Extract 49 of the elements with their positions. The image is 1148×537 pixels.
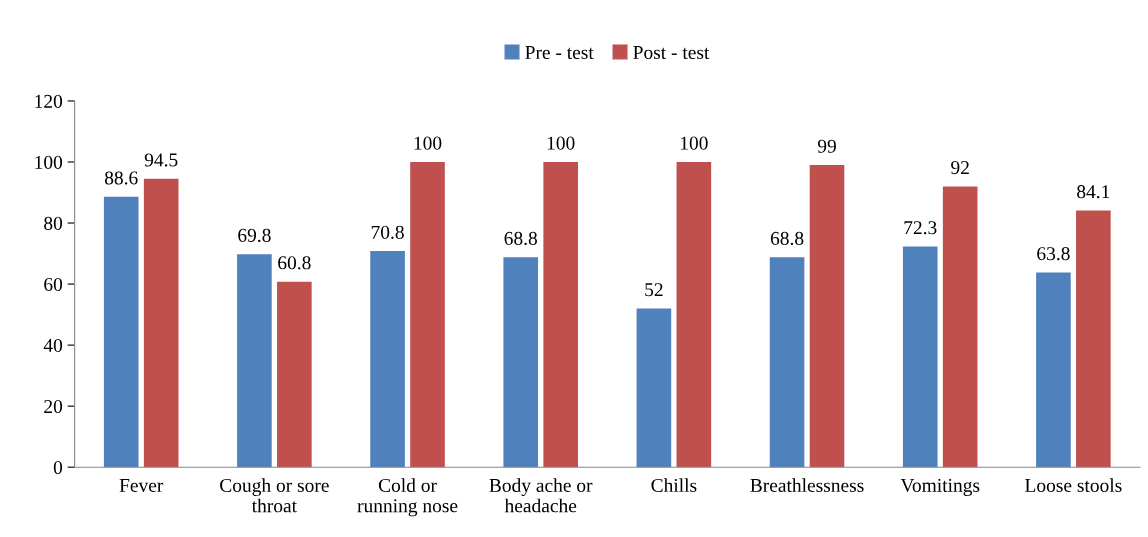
y-tick-label: 20 bbox=[44, 399, 63, 414]
data-label: 60.8 bbox=[278, 256, 311, 270]
bar bbox=[237, 254, 272, 468]
bar bbox=[809, 165, 845, 468]
bar bbox=[103, 196, 139, 468]
y-tick-label: 80 bbox=[44, 216, 63, 230]
data-label: 88.6 bbox=[104, 171, 138, 185]
y-tick-label: 40 bbox=[43, 338, 63, 353]
legend-label: Post - test bbox=[633, 46, 710, 60]
bar bbox=[902, 246, 938, 468]
x-tick-label: Loose stools bbox=[1025, 478, 1122, 492]
data-label: 99 bbox=[817, 139, 836, 153]
legend-label: Pre - test bbox=[525, 46, 594, 60]
x-tick-label: Fever bbox=[119, 479, 164, 492]
bar bbox=[503, 257, 539, 468]
bar bbox=[410, 161, 445, 468]
bar bbox=[1036, 272, 1071, 468]
bar bbox=[636, 308, 672, 468]
data-label: 68.8 bbox=[770, 231, 804, 246]
data-label: 69.8 bbox=[238, 228, 271, 242]
bar bbox=[143, 178, 179, 468]
bar bbox=[769, 257, 805, 468]
x-tick-label: Chills bbox=[651, 478, 697, 492]
data-label: 100 bbox=[414, 136, 442, 150]
x-tick-label: Breathlessness bbox=[750, 478, 864, 492]
data-label: 94.5 bbox=[144, 153, 178, 167]
y-tick-label: 0 bbox=[53, 461, 63, 475]
data-label: 92 bbox=[951, 161, 969, 175]
data-label: 68.8 bbox=[504, 231, 538, 246]
y-tick-label: 120 bbox=[35, 94, 63, 108]
bar bbox=[277, 281, 312, 468]
bar bbox=[543, 161, 578, 468]
data-label: 72.3 bbox=[904, 221, 937, 235]
bar bbox=[370, 251, 405, 468]
bar bbox=[1076, 210, 1111, 468]
bar bbox=[676, 161, 712, 468]
x-tick-label: Cold or running nose bbox=[357, 478, 458, 517]
y-tick-label: 60 bbox=[44, 277, 63, 292]
data-label: 70.8 bbox=[371, 225, 404, 239]
y-tick-label: 100 bbox=[35, 155, 63, 169]
data-label: 84.1 bbox=[1077, 185, 1110, 199]
x-tick-label: Body ache or headache bbox=[489, 478, 593, 513]
data-label: 100 bbox=[680, 136, 708, 150]
x-tick-label: Vomitings bbox=[900, 478, 980, 496]
x-tick-label: Cough or sore throat bbox=[220, 478, 329, 513]
bar bbox=[942, 186, 978, 468]
data-label: 63.8 bbox=[1037, 247, 1070, 261]
data-label: 100 bbox=[547, 136, 575, 150]
data-label: 52 bbox=[645, 283, 663, 297]
